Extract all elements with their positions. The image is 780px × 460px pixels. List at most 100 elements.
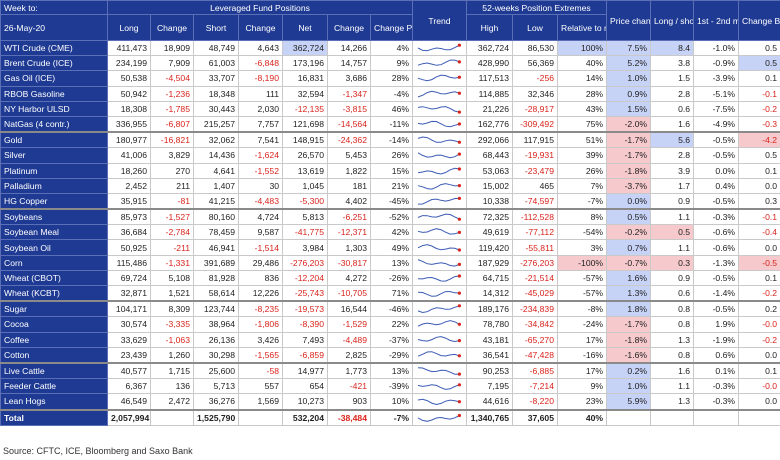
- data-row: Soybean Meal 36,684 -2,784 78,459 9,587 -41,7…: [0, 224, 780, 241]
- trend-sparkline: [417, 182, 461, 190]
- net-chg-cell: -12,371: [327, 224, 371, 241]
- data-row: Sugar 104,171 8,309 123,744 -8,235 -19,573 16,…: [0, 300, 780, 318]
- short-cell: 26,136: [193, 331, 239, 348]
- spread-cell: -0.6%: [693, 224, 740, 241]
- low-cell: -19,931: [512, 147, 558, 164]
- rel-max-cell: 3%: [556, 239, 608, 256]
- short-chg-cell: 4,643: [238, 39, 283, 57]
- long-short-cell: 0.8: [650, 300, 695, 318]
- long-chg-cell: -211: [150, 239, 194, 256]
- long-cell: 35,915: [107, 192, 151, 210]
- chg-pct-cell: -37%: [370, 331, 413, 348]
- data-row: Silver 41,006 3,829 14,436 -1,624 26,570 5,453…: [0, 147, 780, 164]
- chg-pct-cell: -4%: [370, 85, 413, 102]
- price-chg-cell: 1.6%: [606, 269, 652, 287]
- high-cell: 90,253: [466, 361, 513, 380]
- trend-sparkline: [417, 75, 461, 82]
- trend-line: [417, 213, 460, 220]
- trend-sparkline: [417, 120, 461, 128]
- net-chg-cell: 5,453: [327, 147, 371, 164]
- week-date: 26-May-20: [0, 14, 108, 41]
- trend-line: [417, 399, 460, 406]
- net-chg-cell: 1,303: [327, 239, 371, 256]
- chg-pct-cell: 49%: [370, 239, 413, 256]
- short-chg-cell: 557: [238, 378, 283, 395]
- short-chg-cell: 2,030: [238, 100, 283, 117]
- column-header: Short: [193, 14, 239, 41]
- data-row: Cocoa 30,574 -3,335 38,964 -1,806 -8,390 -1,52…: [0, 316, 780, 333]
- trend-cell: [412, 254, 467, 271]
- chg-pct-cell: -29%: [370, 346, 413, 364]
- trend-end-dot: [457, 247, 461, 252]
- net-chg-cell: -24,362: [327, 131, 371, 149]
- long-short-cell: 5.6: [650, 131, 695, 149]
- low-cell: -8,220: [512, 393, 558, 410]
- net-cell: 532,204: [282, 408, 328, 426]
- high-cell: 14,312: [466, 285, 513, 302]
- chg-bn-cell: 0.3: [738, 192, 780, 210]
- long-chg-cell: -2,784: [150, 224, 194, 241]
- low-cell: -6,885: [512, 361, 558, 380]
- trend-end-dot: [457, 413, 461, 417]
- trend-end-dot: [457, 166, 461, 171]
- short-chg-cell: 12,226: [238, 285, 283, 302]
- price-chg-cell: -2.0%: [606, 115, 652, 133]
- long-chg-cell: -1,527: [150, 208, 194, 226]
- short-chg-cell: -8,190: [238, 70, 283, 87]
- data-row: RBOB Gasoline 50,942 -1,236 18,348 111 32,594…: [0, 85, 780, 102]
- high-cell: 189,176: [466, 300, 513, 318]
- long-chg-cell: -4,504: [150, 70, 194, 87]
- high-cell: 7,195: [466, 378, 513, 395]
- price-chg-cell: -1.7%: [606, 316, 652, 333]
- long-short-cell: 3.8: [650, 55, 695, 72]
- long-cell: 32,871: [107, 285, 151, 302]
- trend-cell: [412, 85, 467, 102]
- short-cell: 41,215: [193, 192, 239, 210]
- chg-bn-cell: 0.2: [738, 300, 780, 318]
- long-chg-cell: -3,335: [150, 316, 194, 333]
- long-chg-cell: -1,236: [150, 85, 194, 102]
- short-chg-cell: -58: [238, 361, 283, 380]
- short-chg-cell: -1,552: [238, 162, 283, 179]
- price-chg-cell: 1.8%: [606, 300, 652, 318]
- rel-max-cell: 40%: [556, 55, 608, 72]
- high-cell: 44,616: [466, 393, 513, 410]
- high-cell: 49,619: [466, 224, 513, 241]
- price-chg-cell: -0.2%: [606, 224, 652, 241]
- data-row: Brent Crude (ICE) 234,199 7,909 61,003 -6,84…: [0, 55, 780, 72]
- net-chg-cell: -4,489: [327, 331, 371, 348]
- long-short-cell: 1.3: [650, 331, 695, 348]
- high-cell: 10,338: [466, 192, 513, 210]
- short-cell: 36,276: [193, 393, 239, 410]
- net-cell: -5,300: [282, 192, 328, 210]
- chg-bn-cell: 0.1: [738, 361, 780, 380]
- net-chg-cell: -38,484: [327, 408, 371, 426]
- trend-line: [417, 320, 460, 328]
- net-chg-cell: 1,822: [327, 162, 371, 179]
- spread-cell: -3.9%: [693, 70, 740, 87]
- trend-cell: [412, 393, 467, 410]
- chg-pct-cell: -46%: [370, 300, 413, 318]
- price-chg-cell: 1.0%: [606, 70, 652, 87]
- chg-pct-cell: 9%: [370, 55, 413, 72]
- trend-line: [417, 305, 460, 314]
- rel-max-cell: -24%: [556, 316, 608, 333]
- trend-sparkline: [417, 351, 461, 358]
- net-cell: 7,493: [282, 331, 328, 348]
- trend-sparkline: [417, 243, 461, 252]
- low-cell: 86,530: [512, 39, 558, 57]
- low-cell: -234,839: [512, 300, 558, 318]
- net-cell: 32,594: [282, 85, 328, 102]
- chg-pct-cell: 15%: [370, 162, 413, 179]
- low-cell: -65,270: [512, 331, 558, 348]
- column-header: Low: [512, 14, 558, 41]
- short-chg-cell: 9,587: [238, 224, 283, 241]
- data-row: Wheat (KCBT) 32,871 1,521 58,614 12,226 -25,7…: [0, 285, 780, 302]
- rel-max-cell: -100%: [556, 254, 608, 271]
- long-short-cell: 1.5: [650, 70, 695, 87]
- high-cell: 162,776: [466, 115, 513, 133]
- data-row: Live Cattle 40,577 1,715 25,600 -58 14,977 1,7…: [0, 361, 780, 380]
- short-chg-cell: 30: [238, 177, 283, 194]
- table-body: WTI Crude (CME) 411,473 18,909 48,749 4,643 3…: [0, 39, 780, 426]
- high-cell: 43,181: [466, 331, 513, 348]
